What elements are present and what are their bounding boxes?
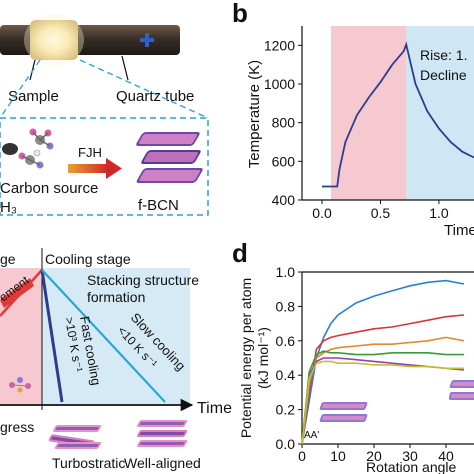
f-bcn-label: f-BCN: [138, 197, 179, 214]
b-x-axis-label: Time (s): [444, 222, 474, 239]
heating-molecule-icon: [9, 377, 31, 393]
fast-cooling-line: [40, 269, 64, 403]
d-series-line-6: [301, 360, 464, 445]
d-y-tick-label: 0.4: [276, 367, 296, 383]
d-x-tick-label: 10: [330, 448, 346, 464]
d-y-axis-label-line2: (kJ mol⁻¹): [255, 327, 271, 389]
b-x-tick-label: 1.0: [429, 205, 449, 221]
heating-stage-label: ge: [0, 251, 16, 267]
cooling-region: [406, 26, 474, 200]
d-series-line-3: [301, 336, 465, 445]
b-y-tick-label: 800: [272, 115, 296, 131]
electrode-plus-icon: [140, 33, 154, 47]
b-y-ticks: 1200 1000 800 600 400: [264, 37, 302, 208]
d-y-tick-label: 0.2: [276, 402, 296, 418]
turbostratic-structure-icon: [48, 425, 102, 449]
d-x-tick-label: 40: [438, 448, 454, 464]
sample-label: Sample: [8, 88, 59, 105]
carbon-source-label: Carbon source: [0, 180, 98, 197]
stacking-label-line2: formation: [87, 289, 145, 305]
progress-label: gress: [0, 419, 34, 435]
d-series-line-4: [301, 357, 465, 445]
rise-annotation: Rise: 1.: [420, 47, 467, 63]
b-y-tick-label: 600: [272, 153, 296, 169]
aa-stack-icon: [319, 402, 368, 422]
d-series-line-2: [301, 314, 465, 445]
slow-cooling-line: [41, 269, 166, 403]
temperature-curve: [322, 41, 474, 188]
d-series-line-5: [301, 350, 464, 445]
precursor-molecules-icon: [2, 128, 54, 169]
aa-prime-label: AA': [304, 430, 319, 441]
panel-d: d 1.0 0.8 0.6 0.4 0.2 0.0 0 10 20 30 40 Potential…: [232, 238, 474, 474]
glowing-sample: [30, 20, 78, 60]
b-y-tick-label: 400: [272, 192, 296, 208]
cooling-stage-label: Cooling stage: [45, 251, 131, 267]
zoom-guide-right: [79, 59, 209, 119]
d-y-tick-label: 0.8: [276, 298, 296, 314]
b-y-tick-label: 1200: [264, 37, 295, 53]
b-x-tick-label: 0.5: [371, 205, 391, 221]
tube-label: Quartz tube: [116, 88, 194, 105]
d-y-ticks: 1.0 0.8 0.6 0.4 0.2 0.0: [276, 264, 302, 452]
panel-d-letter: d: [232, 238, 248, 268]
d-series-group: [301, 279, 465, 445]
cooling-stage-region: [42, 268, 190, 405]
decline-annotation: Decline: [420, 67, 467, 83]
d-y-tick-label: 1.0: [276, 264, 296, 280]
time-axis-label: Time: [197, 400, 232, 417]
fjh-arrow-icon: [68, 158, 122, 179]
d-x-axis-label: Rotation angle: [366, 459, 457, 474]
rotated-stack-icon: [448, 380, 474, 400]
well-aligned-label: Well-aligned: [124, 455, 201, 471]
b-x-ticks: 0.00.51.01.: [312, 200, 449, 221]
d-y-axis-label-line1: Potential energy per atom: [238, 278, 254, 438]
zoom-guide-left: [0, 59, 41, 119]
fjh-label: FJH: [78, 145, 102, 160]
heating-arrow-band: [0, 278, 34, 308]
d-x-tick-label: 30: [402, 448, 418, 464]
b-x-tick-label: 0.0: [312, 205, 332, 221]
tube-leader-line: [121, 55, 129, 81]
f-bcn-flakes-icon: [136, 132, 203, 183]
d-y-tick-label: 0.6: [276, 333, 296, 349]
turbostratic-label: Turbostratic: [52, 455, 125, 471]
panel-c: ge Cooling stage Stacking structure form…: [0, 248, 232, 471]
d-x-ticks: 0 10 20 30 40: [298, 444, 454, 464]
b-y-axis-label: Temperature (K): [246, 60, 263, 168]
d-x-tick-label: 20: [366, 448, 382, 464]
heating-region: [331, 26, 406, 200]
glow-halo: [24, 14, 84, 66]
d-y-tick-label: 0.0: [276, 436, 296, 452]
stacking-label-line1: Stacking structure: [87, 272, 199, 288]
panel-a: Sample Quartz tube FJH: [0, 14, 209, 216]
d-x-tick-label: 0: [298, 448, 306, 464]
panel-b-letter: b: [232, 0, 248, 28]
zoom-inset-box: [0, 117, 209, 216]
well-aligned-structure-icon: [137, 420, 188, 447]
b-y-tick-label: 1000: [264, 76, 295, 92]
h3-label: H₃: [0, 199, 17, 216]
